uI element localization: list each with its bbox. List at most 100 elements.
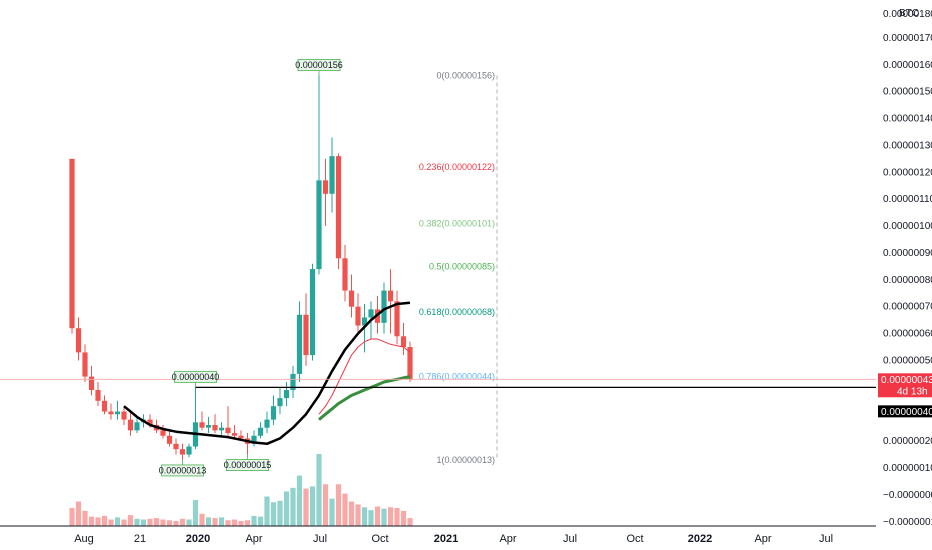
candle bbox=[303, 293, 309, 366]
volume-bar bbox=[160, 519, 166, 526]
candle bbox=[329, 137, 335, 213]
volume-bar bbox=[238, 520, 244, 526]
volume-bar bbox=[199, 513, 205, 526]
svg-text:0.00000015: 0.00000015 bbox=[224, 460, 272, 470]
candle bbox=[400, 322, 407, 356]
volume-bar bbox=[140, 519, 147, 526]
volume-bar bbox=[231, 519, 238, 526]
volume-bar bbox=[82, 510, 88, 526]
candles bbox=[69, 75, 413, 460]
y-tick-label: 0.00000010 bbox=[883, 463, 932, 474]
candle bbox=[134, 416, 140, 434]
volume-bar bbox=[69, 508, 75, 526]
y-tick-label: 0.00000080 bbox=[883, 275, 932, 286]
volume-bar bbox=[88, 516, 95, 526]
volume-bars bbox=[69, 454, 413, 526]
candle bbox=[218, 422, 225, 436]
candle bbox=[322, 158, 329, 227]
volume-bar bbox=[134, 518, 140, 526]
y-tick-label: 0.00000050 bbox=[883, 355, 932, 366]
y-tick-label: 0.00000130 bbox=[883, 140, 932, 151]
candle bbox=[199, 411, 205, 431]
volume-bar bbox=[179, 518, 186, 526]
fib-level-label: 0.786(0.00000044) bbox=[419, 372, 495, 382]
y-tick-label: 0.00000150 bbox=[883, 87, 932, 98]
candle bbox=[108, 403, 114, 420]
fibonacci-levels: 0(0.00000156) 0.236(0.00000122) 0.382(0.00… bbox=[419, 71, 498, 465]
y-tick-label: −0.00000000 bbox=[883, 490, 932, 501]
fib-level-label: 0(0.00000156) bbox=[436, 71, 495, 81]
candle bbox=[407, 341, 413, 382]
svg-text:0.00000040: 0.00000040 bbox=[881, 407, 932, 418]
y-tick-label: 0.00000140 bbox=[883, 114, 932, 125]
candle bbox=[225, 406, 231, 436]
y-tick-label: 0.00000180 bbox=[883, 9, 932, 20]
volume-bar bbox=[335, 484, 342, 526]
volume-bar bbox=[153, 518, 160, 526]
volume-bar bbox=[277, 500, 283, 526]
candle bbox=[348, 274, 355, 318]
volume-bar bbox=[264, 496, 270, 526]
volume-bar bbox=[283, 491, 290, 526]
price-callout: 0.00000015 bbox=[224, 454, 272, 471]
volume-bar bbox=[127, 515, 134, 526]
y-tick-label: 0.00000070 bbox=[883, 302, 932, 313]
svg-text:0.00000013: 0.00000013 bbox=[159, 465, 207, 475]
fib-level-label: 0.236(0.00000122) bbox=[419, 162, 495, 172]
x-tick-label: Aug bbox=[74, 533, 94, 545]
volume-bar bbox=[212, 518, 218, 526]
candle bbox=[244, 433, 251, 455]
y-tick-label: 0.00000170 bbox=[883, 33, 932, 44]
candle bbox=[121, 406, 127, 425]
volume-bar bbox=[290, 487, 296, 526]
candle bbox=[251, 430, 257, 447]
y-tick-label: 0.00000100 bbox=[883, 221, 932, 232]
fib-level-label: 0.5(0.00000085) bbox=[429, 261, 495, 271]
volume-bar bbox=[361, 507, 368, 526]
candle bbox=[82, 344, 88, 382]
candle bbox=[309, 263, 316, 361]
fib-level-label: 0.618(0.00000068) bbox=[419, 307, 495, 317]
candle bbox=[270, 395, 277, 425]
x-tick-label: Apr bbox=[499, 533, 516, 545]
volume-bar bbox=[205, 517, 212, 526]
x-tick-label: Apr bbox=[245, 533, 262, 545]
x-tick-label: 2020 bbox=[186, 533, 210, 545]
candle bbox=[173, 438, 179, 455]
volume-bar bbox=[368, 510, 374, 526]
fib-level-label: 0.382(0.00000101) bbox=[419, 218, 495, 228]
price-callout: 0.00000013 bbox=[159, 459, 207, 477]
y-tick-label: 0.00000090 bbox=[883, 248, 932, 259]
volume-bar bbox=[309, 486, 316, 526]
svg-text:0.00000040: 0.00000040 bbox=[172, 372, 220, 382]
line-price-tag: 0.00000040 bbox=[878, 405, 932, 418]
volume-bar bbox=[342, 493, 348, 526]
candle bbox=[186, 443, 192, 458]
candle bbox=[127, 411, 134, 436]
x-tick-label: Jul bbox=[819, 533, 833, 545]
candle bbox=[69, 158, 75, 334]
volume-bar bbox=[303, 488, 309, 526]
candle bbox=[342, 244, 348, 302]
volume-bar bbox=[270, 502, 277, 526]
x-tick-label: Jul bbox=[563, 533, 577, 545]
volume-bar bbox=[296, 475, 303, 526]
candle bbox=[355, 293, 361, 334]
volume-bar bbox=[75, 501, 82, 526]
volume-bar bbox=[121, 519, 127, 526]
y-tick-label: 0.00000110 bbox=[883, 194, 932, 205]
x-tick-label: Oct bbox=[371, 533, 388, 545]
volume-bar bbox=[95, 517, 101, 526]
x-tick-label: 21 bbox=[134, 533, 146, 545]
horizontal-line[interactable] bbox=[0, 378, 876, 388]
x-tick-label: Jul bbox=[313, 533, 327, 545]
candle bbox=[192, 387, 199, 450]
volume-bar bbox=[147, 518, 153, 526]
volume-bar bbox=[251, 515, 257, 526]
volume-bar bbox=[400, 510, 407, 526]
y-tick-label: 0.00000060 bbox=[883, 329, 932, 340]
volume-bar bbox=[322, 484, 329, 526]
